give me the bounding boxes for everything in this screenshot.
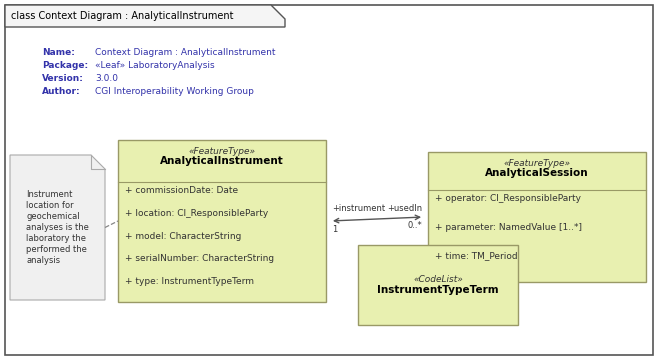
Text: + operator: CI_ResponsibleParty: + operator: CI_ResponsibleParty xyxy=(435,194,581,203)
Text: «FeatureType»: «FeatureType» xyxy=(189,147,255,156)
Text: + model: CharacterString: + model: CharacterString xyxy=(125,232,242,241)
Bar xyxy=(118,140,326,302)
Text: + location: CI_ResponsibleParty: + location: CI_ResponsibleParty xyxy=(125,209,268,218)
Text: class Context Diagram : AnalyticalInstrument: class Context Diagram : AnalyticalInstru… xyxy=(11,11,234,21)
Text: 0..*: 0..* xyxy=(407,221,422,230)
Text: + commissionDate: Date: + commissionDate: Date xyxy=(125,186,238,195)
Text: 1: 1 xyxy=(332,225,337,234)
Text: Context Diagram : AnalyticalInstrument: Context Diagram : AnalyticalInstrument xyxy=(95,48,275,57)
Text: Package:: Package: xyxy=(42,61,88,70)
Text: 3.0.0: 3.0.0 xyxy=(95,74,118,83)
Polygon shape xyxy=(10,155,105,300)
Bar xyxy=(358,245,518,325)
Text: + serialNumber: CharacterString: + serialNumber: CharacterString xyxy=(125,254,274,264)
Text: CGI Interoperability Working Group: CGI Interoperability Working Group xyxy=(95,87,254,96)
Text: Author:: Author: xyxy=(42,87,81,96)
Text: Name:: Name: xyxy=(42,48,75,57)
Text: «Leaf» LaboratoryAnalysis: «Leaf» LaboratoryAnalysis xyxy=(95,61,214,70)
Text: + time: TM_Period: + time: TM_Period xyxy=(435,251,517,260)
Text: + parameter: NamedValue [1..*]: + parameter: NamedValue [1..*] xyxy=(435,223,582,232)
Text: Version:: Version: xyxy=(42,74,84,83)
Text: InstrumentTypeTerm: InstrumentTypeTerm xyxy=(377,285,499,295)
Text: «CodeList»: «CodeList» xyxy=(413,275,463,285)
Text: «FeatureType»: «FeatureType» xyxy=(504,159,570,168)
Text: +instrument: +instrument xyxy=(332,204,385,213)
Text: AnalyticalSession: AnalyticalSession xyxy=(485,168,589,177)
Polygon shape xyxy=(5,5,285,27)
Text: Instrument
location for
geochemical
analyses is the
laboratory the
performed the: Instrument location for geochemical anal… xyxy=(26,190,89,265)
Bar xyxy=(428,152,646,282)
Text: + type: InstrumentTypeTerm: + type: InstrumentTypeTerm xyxy=(125,277,254,286)
Text: AnalyticalInstrument: AnalyticalInstrument xyxy=(160,156,284,165)
Text: +usedIn: +usedIn xyxy=(387,204,422,213)
